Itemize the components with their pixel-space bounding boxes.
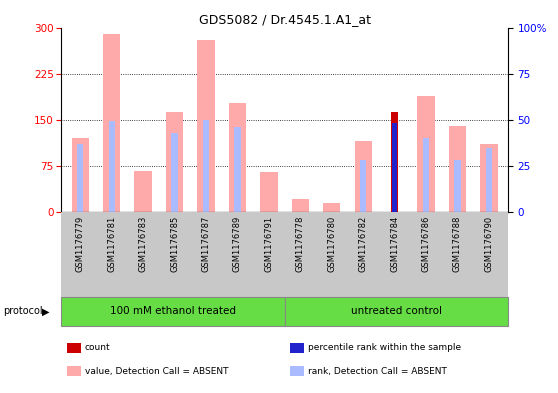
Bar [198, 40, 215, 212]
Bar [77, 145, 83, 212]
Bar [417, 96, 435, 212]
Text: GSM1176784: GSM1176784 [390, 216, 399, 272]
Bar [71, 138, 89, 212]
Title: GDS5082 / Dr.4545.1.A1_at: GDS5082 / Dr.4545.1.A1_at [199, 13, 371, 26]
FancyBboxPatch shape [285, 297, 508, 326]
Bar [292, 199, 309, 212]
Bar [260, 172, 277, 212]
Text: GSM1176779: GSM1176779 [76, 216, 85, 272]
Text: GSM1176782: GSM1176782 [359, 216, 368, 272]
Text: GSM1176785: GSM1176785 [170, 216, 179, 272]
Text: GSM1176787: GSM1176787 [201, 216, 210, 272]
Bar [423, 138, 429, 212]
Text: GSM1176783: GSM1176783 [138, 216, 148, 272]
Bar [234, 127, 240, 212]
Text: percentile rank within the sample: percentile rank within the sample [308, 343, 461, 352]
Text: GSM1176781: GSM1176781 [107, 216, 116, 272]
Text: count: count [85, 343, 110, 352]
FancyBboxPatch shape [61, 297, 285, 326]
Text: GSM1176789: GSM1176789 [233, 216, 242, 272]
Bar [480, 145, 498, 212]
Text: ▶: ▶ [42, 307, 49, 316]
Text: untreated control: untreated control [350, 307, 442, 316]
Bar [109, 121, 115, 212]
Text: GSM1176791: GSM1176791 [264, 216, 273, 272]
Bar [229, 103, 246, 212]
Bar [171, 133, 177, 212]
Text: GSM1176786: GSM1176786 [421, 216, 431, 272]
Bar [354, 141, 372, 212]
Bar [449, 126, 466, 212]
Bar [391, 112, 398, 212]
Bar [134, 171, 152, 212]
Text: protocol: protocol [3, 307, 42, 316]
Bar [166, 112, 183, 212]
Text: 100 mM ethanol treated: 100 mM ethanol treated [110, 307, 236, 316]
Text: GSM1176780: GSM1176780 [327, 216, 336, 272]
Bar [203, 120, 209, 212]
Text: value, Detection Call = ABSENT: value, Detection Call = ABSENT [85, 367, 228, 376]
Bar [392, 123, 397, 212]
Bar [323, 203, 340, 212]
Text: GSM1176790: GSM1176790 [484, 216, 493, 272]
Bar [103, 34, 121, 212]
Bar [454, 160, 460, 212]
Bar [486, 147, 492, 212]
Bar [360, 160, 366, 212]
Text: GSM1176778: GSM1176778 [296, 216, 305, 272]
Text: rank, Detection Call = ABSENT: rank, Detection Call = ABSENT [308, 367, 447, 376]
Text: GSM1176788: GSM1176788 [453, 216, 462, 272]
